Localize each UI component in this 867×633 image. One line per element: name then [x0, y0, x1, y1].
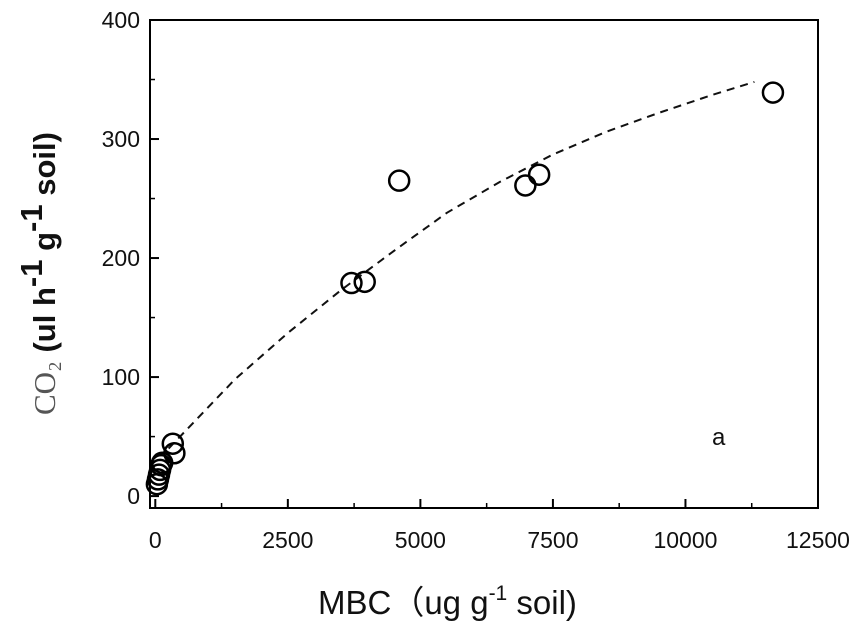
x-axis-label: MBC（ug g-1 soil) — [318, 582, 577, 621]
data-point — [355, 272, 375, 292]
y-axis-label-sup2: -1 — [14, 204, 49, 232]
x-axis-label-tail: soil) — [507, 584, 577, 621]
y-axis-label-sup1: -1 — [14, 260, 49, 288]
fit-curve-layer — [169, 82, 755, 449]
x-tick-label: 0 — [149, 527, 162, 553]
data-points-layer — [147, 83, 783, 495]
x-axis-label-sup: -1 — [489, 582, 508, 605]
x-tick-label: 2500 — [262, 527, 313, 553]
fit-curve — [169, 82, 755, 449]
y-axis-label-tail: soil) — [27, 132, 62, 204]
data-point — [763, 83, 783, 103]
x-axis-label-main: MBC（ug g — [318, 584, 489, 621]
svg-text:CO₂ (ul h-1 g-1 soil): CO₂ (ul h-1 g-1 soil) — [14, 132, 62, 415]
y-tick-label: 200 — [102, 245, 140, 271]
y-tick-label: 400 — [102, 7, 140, 33]
x-tick-label: 10000 — [653, 527, 717, 553]
data-point — [529, 165, 549, 185]
data-point — [389, 171, 409, 191]
y-axis-label-prefix: CO₂ — [27, 361, 62, 415]
x-tick-label: 12500 — [786, 527, 850, 553]
y-axis-label: CO₂ (ul h-1 g-1 soil) — [14, 132, 62, 415]
y-tick-label: 300 — [102, 126, 140, 152]
annotation-label: a — [712, 424, 726, 451]
data-point — [515, 175, 535, 195]
y-tick-label: 0 — [127, 483, 140, 509]
y-axis-label-main: (ul h — [27, 287, 62, 361]
y-tick-label: 100 — [102, 364, 140, 390]
x-tick-label: 7500 — [527, 527, 578, 553]
x-tick-label: 5000 — [395, 527, 446, 553]
y-axis-label-mid: g — [27, 232, 62, 260]
